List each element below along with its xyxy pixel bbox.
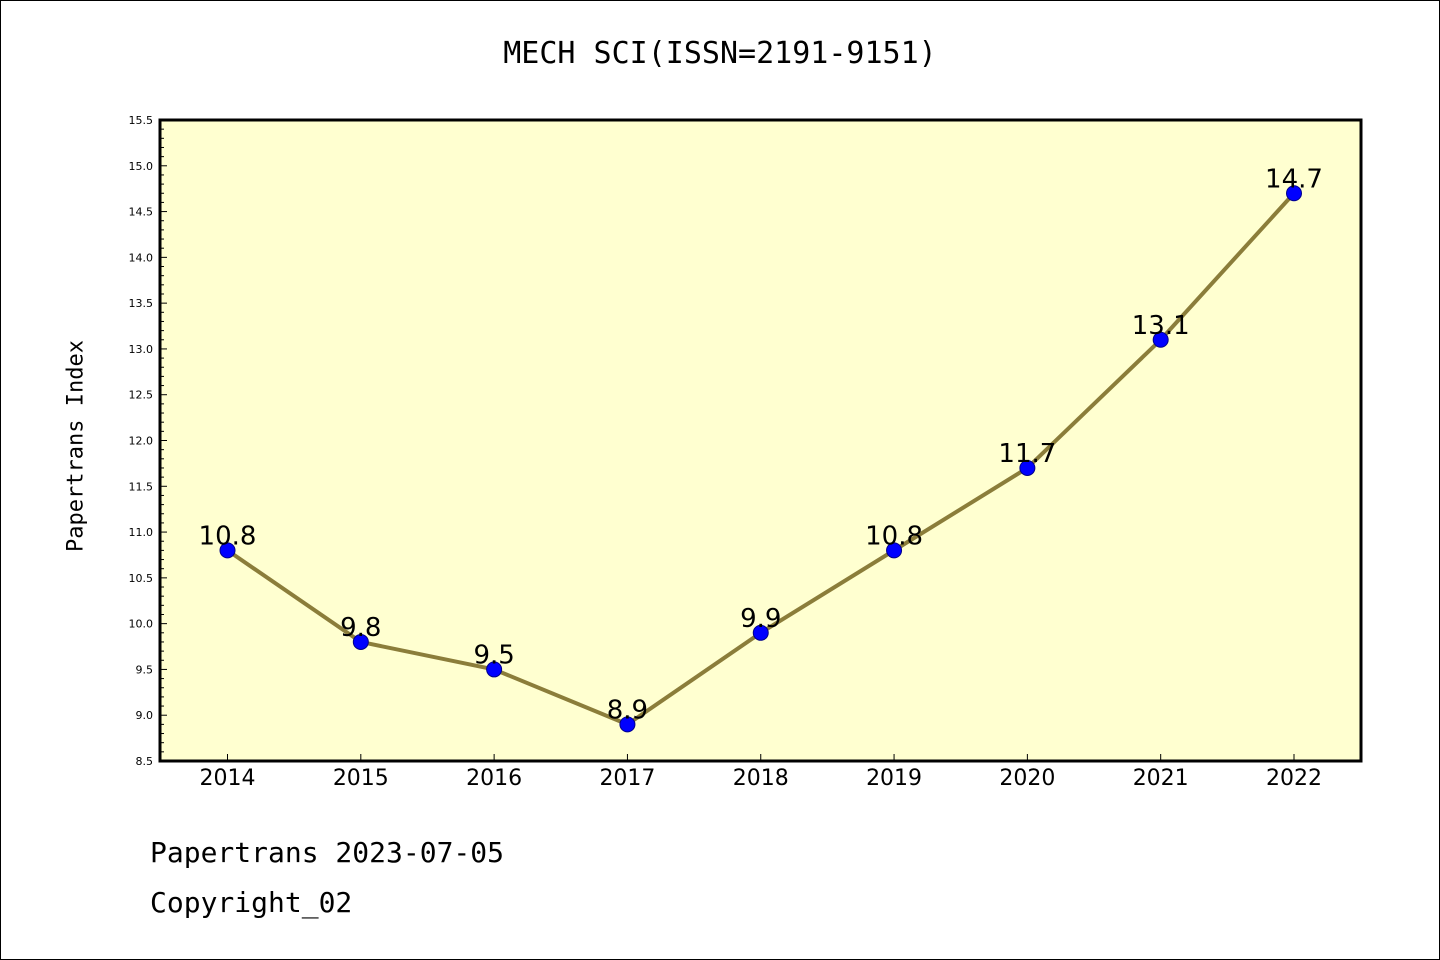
data-label: 9.5 (473, 640, 514, 670)
x-tick-label: 2022 (1266, 766, 1322, 791)
data-point (219, 542, 236, 559)
y-tick-label: 9.0 (136, 709, 154, 722)
data-label: 8.9 (607, 695, 648, 725)
x-tick-label: 2019 (866, 766, 922, 791)
y-axis: 8.5 9.0 9.5 10.0 10.5 11.0 11.5 12.0 12.5 13.0 13.… (129, 114, 167, 768)
plot-area (160, 120, 1361, 761)
plot-border (158, 118, 1363, 763)
data-label: 13.1 (1132, 311, 1190, 341)
y-tick-label: 8.5 (136, 755, 154, 768)
footer-copyright: Copyright_02 (150, 886, 353, 919)
y-tick-label: 9.5 (136, 663, 154, 676)
y-tick-label: 10.5 (129, 572, 154, 585)
data-labels: 10.8 9.8 9.5 8.9 9.9 10.8 11.7 13.1 14.7 (199, 164, 1323, 725)
y-tick-label: 13.5 (129, 297, 154, 310)
x-tick-label: 2017 (599, 766, 655, 791)
data-point (486, 661, 503, 678)
y-tick-label: 12.0 (129, 435, 154, 448)
x-tick-label: 2018 (733, 766, 789, 791)
data-point (886, 542, 903, 559)
data-point (619, 716, 636, 733)
y-tick-label: 15.0 (129, 160, 154, 173)
y-tick-label: 13.0 (129, 343, 154, 356)
y-tick-label: 12.5 (129, 389, 154, 402)
data-label: 9.9 (740, 604, 781, 634)
data-label: 14.7 (1265, 164, 1323, 194)
y-tick-label: 14.5 (129, 206, 154, 219)
data-point (1152, 331, 1169, 348)
x-axis: 2014 2015 2016 2017 2018 2019 2020 2021 2022 (200, 754, 1322, 791)
y-tick-label: 15.5 (129, 114, 154, 127)
x-tick-label: 2014 (200, 766, 256, 791)
data-label: 10.8 (865, 521, 923, 551)
x-tick-label: 2021 (1133, 766, 1189, 791)
data-point (1286, 185, 1302, 202)
y-tick-label: 10.0 (129, 618, 154, 631)
data-label: 9.8 (340, 613, 381, 643)
data-point (352, 633, 369, 650)
data-point (752, 624, 769, 641)
y-tick-label: 14.0 (129, 251, 154, 264)
x-tick-label: 2015 (333, 766, 389, 791)
data-point (1019, 459, 1036, 476)
chart-title: MECH SCI(ISSN=2191-9151) (503, 36, 937, 71)
data-label: 10.8 (199, 521, 257, 551)
y-tick-label: 11.0 (129, 526, 154, 539)
x-tick-label: 2016 (466, 766, 522, 791)
series-markers (219, 185, 1302, 733)
y-tick-label: 11.5 (129, 480, 154, 493)
data-label: 11.7 (998, 439, 1056, 469)
x-tick-label: 2020 (999, 766, 1055, 791)
footer-date: Papertrans 2023-07-05 (150, 836, 505, 869)
